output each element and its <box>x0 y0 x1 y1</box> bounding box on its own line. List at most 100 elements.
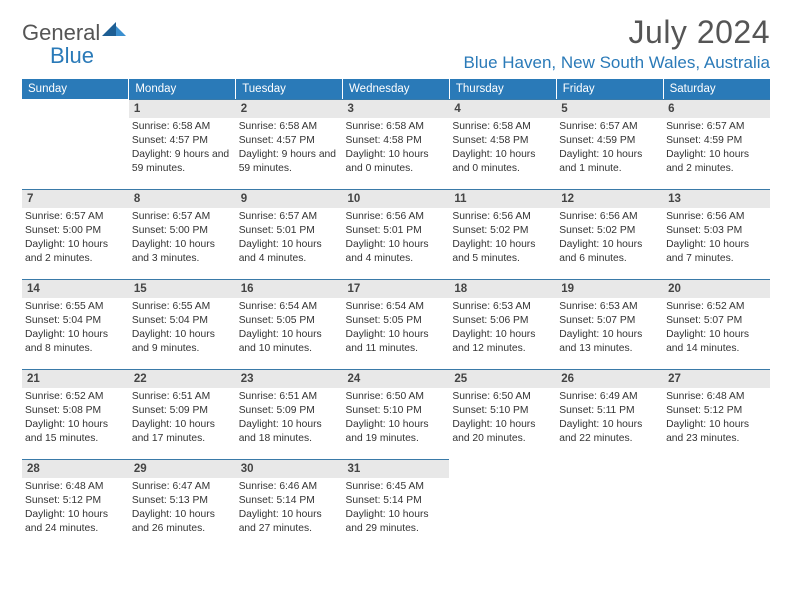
sunrise-line: Sunrise: 6:48 AM <box>25 480 125 494</box>
day-info: Sunrise: 6:57 AMSunset: 5:00 PMDaylight:… <box>22 208 129 268</box>
calendar-cell: 26Sunrise: 6:49 AMSunset: 5:11 PMDayligh… <box>556 369 663 459</box>
sunrise-line: Sunrise: 6:56 AM <box>559 210 659 224</box>
day-number: 3 <box>343 99 450 118</box>
daylight-line: Daylight: 9 hours and 59 minutes. <box>132 148 232 176</box>
daylight-line: Daylight: 10 hours and 13 minutes. <box>559 328 659 356</box>
day-info: Sunrise: 6:54 AMSunset: 5:05 PMDaylight:… <box>236 298 343 358</box>
day-number: 2 <box>236 99 343 118</box>
day-info: Sunrise: 6:58 AMSunset: 4:57 PMDaylight:… <box>129 118 236 178</box>
calendar-cell: 31Sunrise: 6:45 AMSunset: 5:14 PMDayligh… <box>343 459 450 549</box>
day-info: Sunrise: 6:58 AMSunset: 4:57 PMDaylight:… <box>236 118 343 178</box>
day-info: Sunrise: 6:52 AMSunset: 5:07 PMDaylight:… <box>663 298 770 358</box>
day-info: Sunrise: 6:51 AMSunset: 5:09 PMDaylight:… <box>236 388 343 448</box>
day-info: Sunrise: 6:58 AMSunset: 4:58 PMDaylight:… <box>449 118 556 178</box>
day-number: 20 <box>663 279 770 298</box>
day-number: 13 <box>663 189 770 208</box>
calendar-cell: 3Sunrise: 6:58 AMSunset: 4:58 PMDaylight… <box>343 99 450 189</box>
calendar-cell: 11Sunrise: 6:56 AMSunset: 5:02 PMDayligh… <box>449 189 556 279</box>
sunrise-line: Sunrise: 6:46 AM <box>239 480 339 494</box>
day-number: 15 <box>129 279 236 298</box>
day-number: 1 <box>129 99 236 118</box>
day-number: 17 <box>343 279 450 298</box>
sunset-line: Sunset: 5:03 PM <box>666 224 766 238</box>
weekday-header: Tuesday <box>236 79 343 99</box>
day-number: 21 <box>22 369 129 388</box>
sunrise-line: Sunrise: 6:55 AM <box>25 300 125 314</box>
calendar-cell: 19Sunrise: 6:53 AMSunset: 5:07 PMDayligh… <box>556 279 663 369</box>
day-info: Sunrise: 6:55 AMSunset: 5:04 PMDaylight:… <box>22 298 129 358</box>
daylight-line: Daylight: 10 hours and 0 minutes. <box>346 148 446 176</box>
calendar-cell: 7Sunrise: 6:57 AMSunset: 5:00 PMDaylight… <box>22 189 129 279</box>
sunrise-line: Sunrise: 6:57 AM <box>132 210 232 224</box>
calendar-cell <box>663 459 770 549</box>
header: General Blue July 2024 Blue Haven, New S… <box>22 14 770 73</box>
sunset-line: Sunset: 5:12 PM <box>25 494 125 508</box>
calendar-cell: 29Sunrise: 6:47 AMSunset: 5:13 PMDayligh… <box>129 459 236 549</box>
sunset-line: Sunset: 5:02 PM <box>559 224 659 238</box>
sunrise-line: Sunrise: 6:58 AM <box>132 120 232 134</box>
daylight-line: Daylight: 10 hours and 5 minutes. <box>452 238 552 266</box>
sunset-line: Sunset: 4:58 PM <box>346 134 446 148</box>
day-info: Sunrise: 6:50 AMSunset: 5:10 PMDaylight:… <box>343 388 450 448</box>
daylight-line: Daylight: 10 hours and 17 minutes. <box>132 418 232 446</box>
month-title: July 2024 <box>464 14 770 51</box>
calendar-week: 21Sunrise: 6:52 AMSunset: 5:08 PMDayligh… <box>22 369 770 459</box>
calendar-cell: 8 Sunrise: 6:57 AMSunset: 5:00 PMDaylight… <box>129 189 236 279</box>
calendar-cell: 27Sunrise: 6:48 AMSunset: 5:12 PMDayligh… <box>663 369 770 459</box>
day-info: Sunrise: 6:56 AMSunset: 5:01 PMDaylight:… <box>343 208 450 268</box>
sunset-line: Sunset: 5:06 PM <box>452 314 552 328</box>
day-number: 25 <box>449 369 556 388</box>
day-info: Sunrise: 6:50 AMSunset: 5:10 PMDaylight:… <box>449 388 556 448</box>
sunrise-line: Sunrise: 6:57 AM <box>25 210 125 224</box>
day-number: 6 <box>663 99 770 118</box>
logo: General Blue <box>22 14 128 68</box>
sunrise-line: Sunrise: 6:58 AM <box>452 120 552 134</box>
sunset-line: Sunset: 5:09 PM <box>239 404 339 418</box>
sunrise-line: Sunrise: 6:57 AM <box>559 120 659 134</box>
day-info: Sunrise: 6:55 AMSunset: 5:04 PMDaylight:… <box>129 298 236 358</box>
calendar-cell: 9Sunrise: 6:57 AMSunset: 5:01 PMDaylight… <box>236 189 343 279</box>
calendar-cell: 20Sunrise: 6:52 AMSunset: 5:07 PMDayligh… <box>663 279 770 369</box>
calendar-cell: 23Sunrise: 6:51 AMSunset: 5:09 PMDayligh… <box>236 369 343 459</box>
sunrise-line: Sunrise: 6:57 AM <box>239 210 339 224</box>
daylight-line: Daylight: 10 hours and 11 minutes. <box>346 328 446 356</box>
weekday-header: Friday <box>556 79 663 99</box>
sunset-line: Sunset: 5:00 PM <box>132 224 232 238</box>
sunset-line: Sunset: 4:59 PM <box>559 134 659 148</box>
day-number: 14 <box>22 279 129 298</box>
sunset-line: Sunset: 5:07 PM <box>666 314 766 328</box>
day-info: Sunrise: 6:58 AMSunset: 4:58 PMDaylight:… <box>343 118 450 178</box>
day-number: 28 <box>22 459 129 478</box>
sunset-line: Sunset: 5:00 PM <box>25 224 125 238</box>
sunrise-line: Sunrise: 6:56 AM <box>452 210 552 224</box>
sunset-line: Sunset: 4:57 PM <box>132 134 232 148</box>
calendar-cell: 28Sunrise: 6:48 AMSunset: 5:12 PMDayligh… <box>22 459 129 549</box>
sunrise-line: Sunrise: 6:49 AM <box>559 390 659 404</box>
sunrise-line: Sunrise: 6:48 AM <box>666 390 766 404</box>
day-number: 31 <box>343 459 450 478</box>
day-number: 8 <box>129 189 236 208</box>
calendar-cell: 2Sunrise: 6:58 AMSunset: 4:57 PMDaylight… <box>236 99 343 189</box>
day-number: 5 <box>556 99 663 118</box>
sunrise-line: Sunrise: 6:47 AM <box>132 480 232 494</box>
day-info: Sunrise: 6:56 AMSunset: 5:02 PMDaylight:… <box>449 208 556 268</box>
calendar-cell: 22Sunrise: 6:51 AMSunset: 5:09 PMDayligh… <box>129 369 236 459</box>
daylight-line: Daylight: 10 hours and 24 minutes. <box>25 508 125 536</box>
day-info: Sunrise: 6:56 AMSunset: 5:03 PMDaylight:… <box>663 208 770 268</box>
sunset-line: Sunset: 4:57 PM <box>239 134 339 148</box>
sunrise-line: Sunrise: 6:53 AM <box>559 300 659 314</box>
day-info: Sunrise: 6:45 AMSunset: 5:14 PMDaylight:… <box>343 478 450 538</box>
calendar-cell: 30Sunrise: 6:46 AMSunset: 5:14 PMDayligh… <box>236 459 343 549</box>
sunrise-line: Sunrise: 6:45 AM <box>346 480 446 494</box>
calendar-cell: 12Sunrise: 6:56 AMSunset: 5:02 PMDayligh… <box>556 189 663 279</box>
daylight-line: Daylight: 10 hours and 14 minutes. <box>666 328 766 356</box>
daylight-line: Daylight: 10 hours and 1 minute. <box>559 148 659 176</box>
calendar-cell: 10Sunrise: 6:56 AMSunset: 5:01 PMDayligh… <box>343 189 450 279</box>
day-info: Sunrise: 6:48 AMSunset: 5:12 PMDaylight:… <box>22 478 129 538</box>
daylight-line: Daylight: 10 hours and 3 minutes. <box>132 238 232 266</box>
logo-mark-icon <box>102 22 128 45</box>
calendar-week: 1Sunrise: 6:58 AMSunset: 4:57 PMDaylight… <box>22 99 770 189</box>
day-number: 29 <box>129 459 236 478</box>
sunrise-line: Sunrise: 6:54 AM <box>239 300 339 314</box>
sunset-line: Sunset: 5:12 PM <box>666 404 766 418</box>
